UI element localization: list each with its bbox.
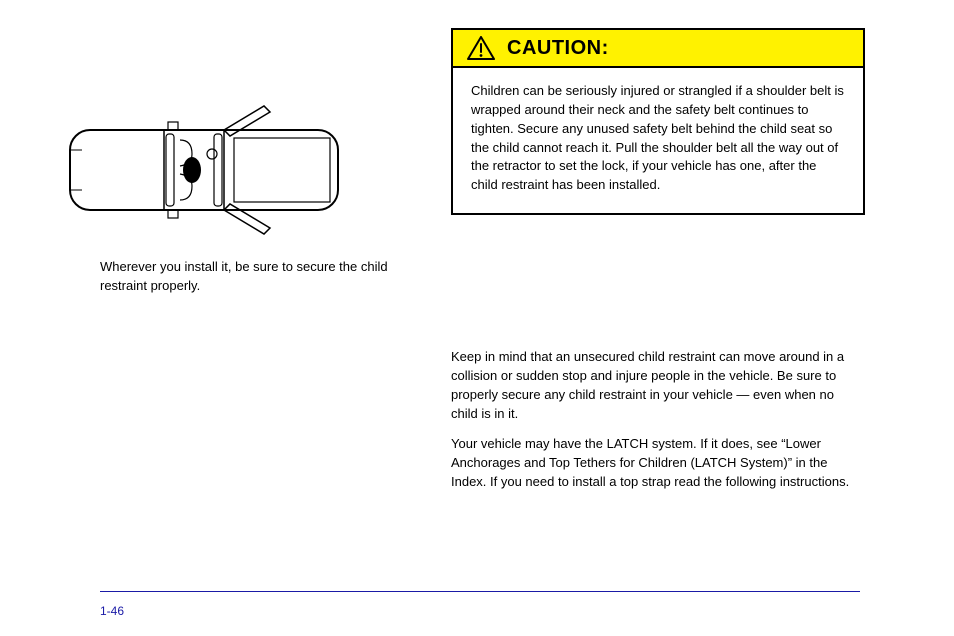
- caution-title: CAUTION:: [507, 37, 609, 60]
- right-paragraph-2: Your vehicle may have the LATCH system. …: [451, 435, 861, 492]
- caution-box: CAUTION: Children can be seriously injur…: [451, 28, 865, 215]
- left-column-text: Wherever you install it, be sure to secu…: [100, 258, 420, 308]
- right-paragraph-1: Keep in mind that an unsecured child res…: [451, 348, 861, 423]
- right-column-text: Keep in mind that an unsecured child res…: [451, 348, 861, 504]
- warning-icon: [467, 36, 495, 60]
- left-paragraph: Wherever you install it, be sure to secu…: [100, 258, 420, 296]
- page-number: 1-46: [100, 604, 124, 618]
- caution-body: Children can be seriously injured or str…: [453, 68, 863, 213]
- footer-rule: [100, 591, 860, 592]
- caution-header: CAUTION:: [453, 30, 863, 68]
- vehicle-top-view: [64, 100, 344, 240]
- vehicle-svg: [64, 100, 344, 240]
- page-root: Wherever you install it, be sure to secu…: [0, 0, 954, 636]
